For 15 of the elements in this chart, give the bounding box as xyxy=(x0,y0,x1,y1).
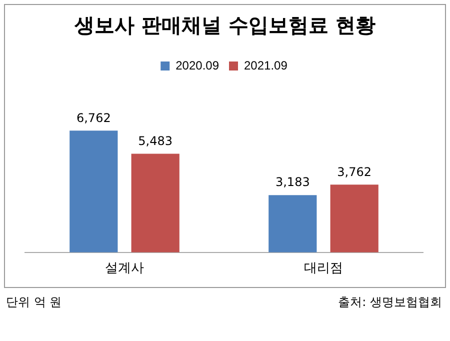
legend-label: 2020.09 xyxy=(176,58,220,72)
bar xyxy=(131,154,180,252)
x-tick-label: 설계사 xyxy=(105,260,144,275)
x-tick-label: 대리점 xyxy=(304,260,343,275)
legend-label: 2021.09 xyxy=(244,58,288,72)
data-label: 3,762 xyxy=(337,164,372,179)
bar xyxy=(70,130,118,252)
data-label: 3,183 xyxy=(275,175,310,190)
bar xyxy=(268,195,317,252)
bar xyxy=(330,184,378,252)
chart-title: 생보사 판매채널 수입보험료 현황 xyxy=(74,12,376,39)
data-label: 6,762 xyxy=(76,110,111,125)
text: 단위 억 원 xyxy=(6,294,62,311)
source-note: 출처: 생명보험협회 xyxy=(338,294,442,311)
data-label: 5,483 xyxy=(138,134,173,148)
